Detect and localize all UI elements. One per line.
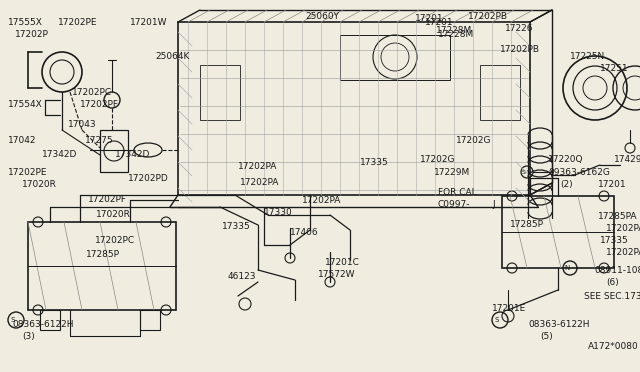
Text: C0997-: C0997-: [438, 200, 470, 209]
Text: S: S: [11, 317, 15, 323]
Text: 17229M: 17229M: [434, 168, 470, 177]
Text: 17202PA: 17202PA: [240, 178, 280, 187]
Text: 17201C: 17201C: [325, 258, 360, 267]
Text: A172*0080: A172*0080: [588, 342, 639, 351]
Text: 17202PA: 17202PA: [302, 196, 341, 205]
Text: J: J: [492, 200, 495, 209]
Text: 17429: 17429: [614, 155, 640, 164]
Text: 17202PC: 17202PC: [72, 88, 112, 97]
Text: 17335: 17335: [600, 236, 628, 245]
Text: FOR CAL: FOR CAL: [438, 188, 477, 197]
Text: 17202PE: 17202PE: [58, 18, 97, 27]
Text: 17285P: 17285P: [86, 250, 120, 259]
Text: 17225N: 17225N: [570, 52, 605, 61]
Text: 17228M: 17228M: [436, 26, 472, 35]
Text: 17572W: 17572W: [318, 270, 355, 279]
Text: 17226: 17226: [505, 24, 534, 33]
Text: SEE SEC.173: SEE SEC.173: [584, 292, 640, 301]
Text: 17202P: 17202P: [15, 30, 49, 39]
Text: 17202PA: 17202PA: [606, 248, 640, 257]
Text: 25060Y: 25060Y: [305, 12, 339, 21]
Text: 17335: 17335: [360, 158, 388, 167]
Text: N: N: [564, 265, 570, 271]
Text: 17220Q: 17220Q: [548, 155, 584, 164]
Text: S: S: [495, 317, 499, 323]
Text: 17554X: 17554X: [8, 100, 43, 109]
Text: 17202PB: 17202PB: [468, 12, 508, 21]
Bar: [28, 222, 176, 310]
Text: 17285PA: 17285PA: [598, 212, 637, 221]
Text: 08911-1082G: 08911-1082G: [594, 266, 640, 275]
Text: 17202G: 17202G: [420, 155, 456, 164]
Text: 17335: 17335: [222, 222, 251, 231]
Text: 25064K: 25064K: [155, 52, 189, 61]
Text: 46123: 46123: [228, 272, 257, 281]
Text: S: S: [522, 170, 526, 174]
Text: 17201: 17201: [598, 180, 627, 189]
Text: 17020R: 17020R: [22, 180, 57, 189]
Text: 08363-6122H: 08363-6122H: [12, 320, 74, 329]
Bar: [480, 65, 520, 120]
Bar: [200, 65, 240, 120]
Text: 17342D: 17342D: [42, 150, 77, 159]
Text: 17555X: 17555X: [8, 18, 43, 27]
Text: (6): (6): [606, 278, 619, 287]
Text: 17201W: 17201W: [130, 18, 168, 27]
Text: 17251: 17251: [600, 64, 628, 73]
Bar: [40, 310, 60, 330]
Text: 17043: 17043: [68, 120, 97, 129]
Text: 17275: 17275: [85, 136, 114, 145]
Text: 17202PF: 17202PF: [88, 195, 127, 204]
Text: (5): (5): [540, 332, 553, 341]
Text: 17201E: 17201E: [492, 304, 526, 313]
Text: 17342D: 17342D: [115, 150, 150, 159]
Text: 17202PE: 17202PE: [8, 168, 47, 177]
Text: 17330: 17330: [264, 208, 292, 217]
Text: 17202PF: 17202PF: [80, 100, 119, 109]
Bar: [502, 196, 614, 268]
Text: 09363-6162G: 09363-6162G: [548, 168, 610, 177]
Text: (3): (3): [22, 332, 35, 341]
Text: 08363-6122H: 08363-6122H: [528, 320, 589, 329]
Text: 17406: 17406: [290, 228, 319, 237]
Text: 17202G: 17202G: [456, 136, 492, 145]
Text: 17202PA: 17202PA: [606, 224, 640, 233]
Text: 17020R: 17020R: [96, 210, 131, 219]
Text: 17228M: 17228M: [438, 30, 474, 39]
Bar: [140, 310, 160, 330]
Text: 17201: 17201: [425, 18, 454, 27]
Text: 17201: 17201: [415, 14, 444, 23]
Text: 17202PD: 17202PD: [128, 174, 169, 183]
Text: 17202PB: 17202PB: [500, 45, 540, 54]
Bar: [340, 35, 450, 80]
Bar: [100, 130, 128, 172]
Text: 17285P: 17285P: [510, 220, 544, 229]
Text: 17202PA: 17202PA: [238, 162, 277, 171]
Text: 17202PC: 17202PC: [95, 236, 135, 245]
Text: (2): (2): [560, 180, 573, 189]
Text: 17042: 17042: [8, 136, 36, 145]
